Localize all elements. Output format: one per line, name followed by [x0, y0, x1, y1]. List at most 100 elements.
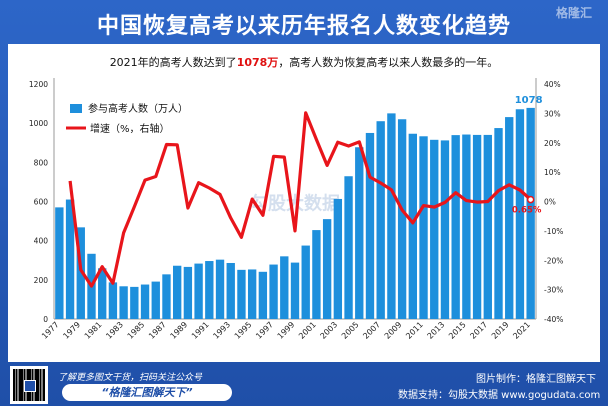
bar [247, 269, 257, 319]
bar [215, 259, 225, 319]
x-tick-label: 1991 [190, 320, 211, 341]
bar [237, 269, 246, 319]
chart-panel: 2021年的高考人数达到了1078万，高考人数为恢复高考以来人数最多的一年。 勾… [8, 44, 600, 362]
bar [408, 133, 417, 319]
bar [376, 121, 385, 319]
growth-endpoint [526, 195, 535, 204]
bar [119, 286, 128, 319]
legend-line-label: 增速（%，右轴） [90, 122, 170, 135]
y-tick-left: 1200 [29, 80, 48, 89]
bar [108, 282, 118, 319]
x-tick-label: 1993 [211, 320, 232, 341]
bar [483, 134, 492, 319]
bar [301, 245, 310, 319]
y-tick-right: 0% [544, 198, 556, 207]
legend-bar-label: 参与高考人数（万人） [88, 102, 188, 115]
x-tick-label: 2007 [361, 320, 382, 341]
bar [397, 119, 407, 319]
credit-line-1: 图片制作：格隆汇图解天下 [476, 374, 596, 385]
subtitle-prefix: 2021年的高考人数达到了 [109, 56, 237, 69]
bar [344, 176, 353, 319]
y-tick-left: 600 [34, 198, 49, 207]
credit-line-2: 数据支持：勾股大数据 www.gogudata.com [398, 390, 601, 401]
data-label-last-bar: 1078 [515, 95, 543, 106]
y-tick-right: -10% [544, 227, 563, 236]
bar [430, 139, 439, 319]
y-tick-left: 200 [34, 276, 49, 285]
bar [194, 263, 203, 319]
x-tick-label: 1999 [276, 320, 297, 341]
y-tick-right: 20% [544, 139, 561, 148]
bar [183, 266, 193, 319]
bar [280, 256, 289, 319]
bar [312, 230, 321, 319]
x-tick-label: 2009 [383, 320, 404, 341]
bar [76, 227, 85, 319]
qr-code [10, 366, 48, 404]
watermark-center: 勾股大数据 [250, 193, 340, 215]
x-tick-label: 2001 [297, 320, 318, 341]
bar [65, 199, 75, 319]
bar [365, 132, 375, 319]
bar [322, 219, 332, 319]
y-tick-left: 400 [34, 237, 49, 246]
legend-bar-swatch [70, 104, 82, 113]
bar [333, 198, 343, 319]
x-tick-label: 1989 [169, 320, 190, 341]
bar [205, 261, 214, 319]
bar [162, 274, 171, 319]
bar [355, 147, 364, 319]
x-tick-label: 1979 [61, 320, 82, 341]
x-tick-label: 2013 [426, 320, 447, 341]
x-tick-label: 1997 [254, 320, 275, 341]
bar [290, 262, 300, 319]
bar [173, 265, 182, 319]
x-tick-label: 1981 [83, 320, 104, 341]
y-tick-right: -30% [544, 286, 563, 295]
bar [226, 262, 235, 319]
subtitle-highlight: 1078万 [236, 56, 279, 69]
x-tick-label: 1983 [104, 320, 125, 341]
promo-line: 了解更多图文干货，扫码关注公众号 [58, 373, 203, 383]
y-tick-right: 30% [544, 109, 561, 118]
y-tick-left: 800 [34, 158, 49, 167]
growth-line [68, 111, 532, 288]
y-tick-right: 10% [544, 168, 561, 177]
x-tick-label: 2003 [318, 320, 339, 341]
x-tick-label: 2017 [468, 320, 489, 341]
bar [269, 264, 278, 319]
x-tick-label: 2005 [340, 320, 361, 341]
y-tick-right: -40% [544, 315, 563, 324]
x-tick-label: 2011 [404, 320, 425, 341]
bar [515, 109, 525, 319]
bar [387, 113, 396, 319]
data-label-last-growth: 0.65% [512, 206, 542, 216]
x-tick-label: 2019 [490, 320, 511, 341]
x-tick-label: 1995 [233, 320, 254, 341]
x-tick-label: 1985 [126, 320, 147, 341]
bar [451, 135, 460, 319]
bar [526, 107, 535, 319]
x-tick-label: 1987 [147, 320, 168, 341]
watermark-logo-top: 格隆汇 [556, 6, 593, 20]
y-tick-left: 0 [43, 315, 48, 324]
qr-logo-icon [24, 380, 36, 392]
bar [140, 284, 150, 319]
chart-svg: 勾股大数据 0 200 400 600 800 1000 1200 -40% -30% -20% -1… [29, 78, 563, 341]
bar [494, 128, 503, 319]
y-tick-right: -20% [544, 256, 563, 265]
page-title: 中国恢复高考以来历年报名人数变化趋势 [96, 14, 511, 39]
x-tick-label: 2021 [511, 320, 532, 341]
chart-subtitle: 2021年的高考人数达到了1078万，高考人数为恢复高考以来人数最多的一年。 [8, 54, 600, 70]
bar [505, 117, 514, 320]
promo-badge: “格隆汇图解天下” [62, 384, 232, 401]
subtitle-suffix: ，高考人数为恢复高考以来人数最多的一年。 [278, 56, 499, 69]
bar [419, 136, 428, 319]
y-tick-left: 1000 [29, 119, 48, 128]
bar [258, 271, 268, 319]
bar [55, 207, 64, 319]
bar [462, 134, 471, 319]
bar [440, 140, 450, 319]
bar [130, 286, 139, 319]
y-tick-right: 40% [544, 80, 561, 89]
